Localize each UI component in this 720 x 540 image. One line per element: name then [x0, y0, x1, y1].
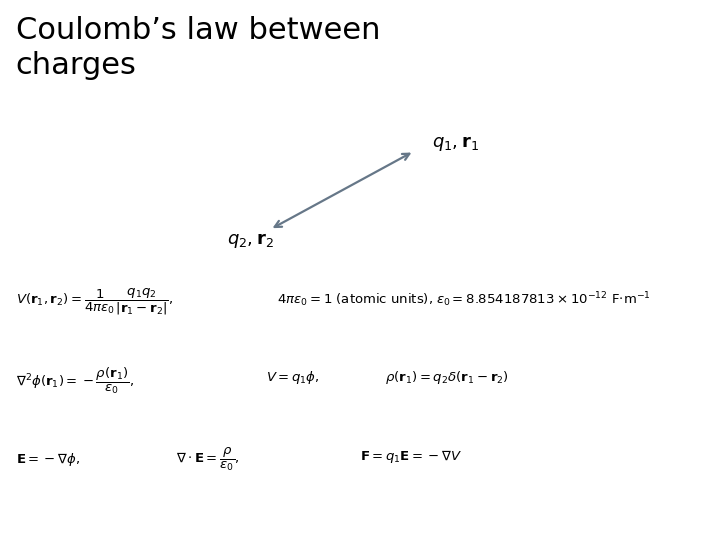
Text: $V = q_1 \phi,$: $V = q_1 \phi,$	[266, 369, 320, 387]
Text: $V(\mathbf{r}_1, \mathbf{r}_2) = \dfrac{1}{4\pi\varepsilon_0}\dfrac{q_1 q_2}{|\m: $V(\mathbf{r}_1, \mathbf{r}_2) = \dfrac{…	[16, 287, 173, 318]
Text: $\nabla \cdot \mathbf{E} = \dfrac{\rho}{\varepsilon_0},$: $\nabla \cdot \mathbf{E} = \dfrac{\rho}{…	[176, 446, 240, 472]
Text: $\rho(\mathbf{r}_1) = q_2 \delta(\mathbf{r}_1 - \mathbf{r}_2)$: $\rho(\mathbf{r}_1) = q_2 \delta(\mathbf…	[385, 369, 509, 387]
Text: $4\pi\varepsilon_0 = 1$ (atomic units),: $4\pi\varepsilon_0 = 1$ (atomic units),	[277, 292, 433, 308]
Text: $q_1, \mathbf{r}_1$: $q_1, \mathbf{r}_1$	[432, 133, 479, 153]
Text: $q_2, \mathbf{r}_2$: $q_2, \mathbf{r}_2$	[227, 231, 274, 250]
Text: Coulomb’s law between
charges: Coulomb’s law between charges	[16, 16, 380, 80]
Text: $\nabla^2 \phi(\mathbf{r}_1) = -\dfrac{\rho(\mathbf{r}_1)}{\varepsilon_0},$: $\nabla^2 \phi(\mathbf{r}_1) = -\dfrac{\…	[16, 366, 134, 396]
Text: $\mathbf{E} = -\nabla\phi,$: $\mathbf{E} = -\nabla\phi,$	[16, 450, 80, 468]
Text: $\mathbf{F} = q_1\mathbf{E} = -\nabla V$: $\mathbf{F} = q_1\mathbf{E} = -\nabla V$	[360, 448, 462, 465]
Text: $\varepsilon_0 = 8.854187813\times10^{-12}$ F$\cdot$m$^{-1}$: $\varepsilon_0 = 8.854187813\times10^{-1…	[436, 291, 650, 309]
